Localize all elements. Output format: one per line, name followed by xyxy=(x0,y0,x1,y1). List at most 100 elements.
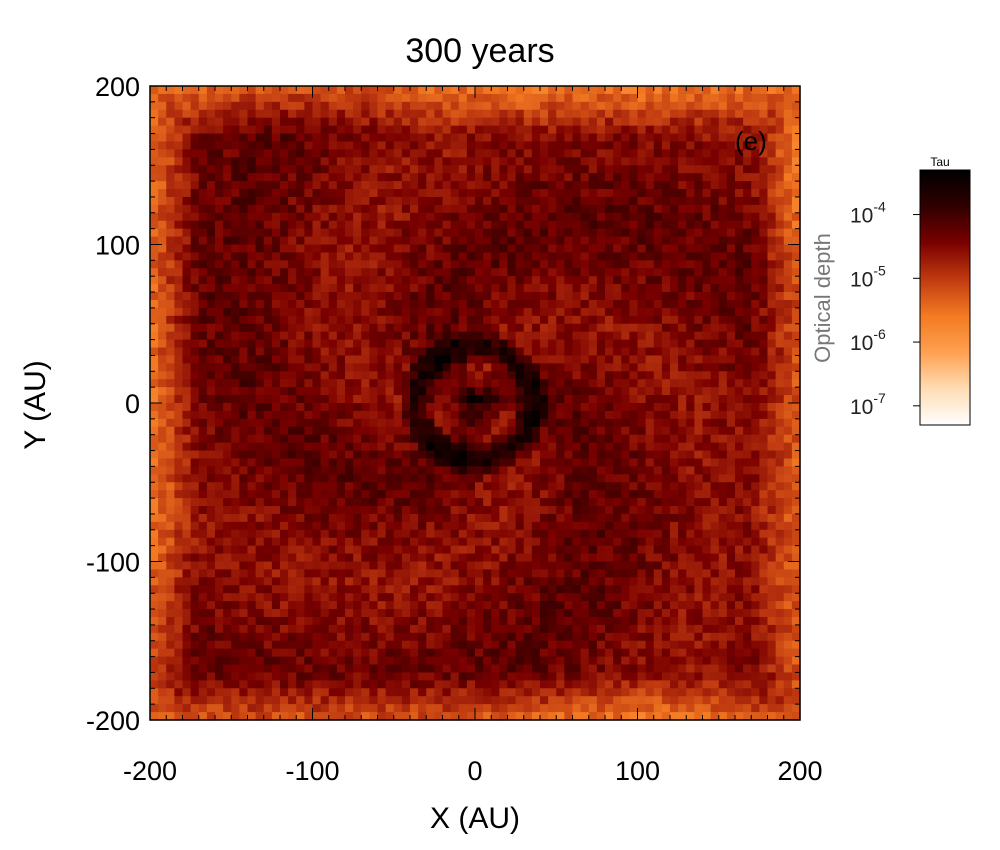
heatmap-cell xyxy=(263,268,273,277)
heatmap-cell xyxy=(450,101,460,111)
heatmap-cell xyxy=(475,236,484,246)
heatmap-cell xyxy=(247,561,257,571)
heatmap-cell xyxy=(515,513,525,523)
heatmap-cell xyxy=(475,387,484,396)
heatmap-cell xyxy=(710,363,720,372)
heatmap-cell xyxy=(580,474,590,483)
heatmap-cell xyxy=(580,498,590,507)
heatmap-cell xyxy=(206,252,216,261)
heatmap-cell xyxy=(580,537,590,547)
heatmap-cell xyxy=(670,204,679,214)
heatmap-cell xyxy=(231,165,240,174)
heatmap-cell xyxy=(296,418,305,428)
heatmap-cell xyxy=(466,513,476,523)
heatmap-cell xyxy=(345,371,354,380)
heatmap-cell xyxy=(653,371,663,380)
heatmap-cell xyxy=(401,426,411,436)
heatmap-cell xyxy=(247,490,257,499)
heatmap-cell xyxy=(361,506,370,515)
heatmap-cell xyxy=(645,244,655,254)
heatmap-cell xyxy=(434,244,444,254)
heatmap-cell xyxy=(231,331,240,341)
heatmap-cell xyxy=(320,236,330,246)
heatmap-cell xyxy=(280,323,289,333)
heatmap-cell xyxy=(507,117,517,127)
heatmap-cell xyxy=(540,403,549,412)
heatmap-cell xyxy=(280,387,289,396)
heatmap-cell xyxy=(726,474,736,483)
heatmap-cell xyxy=(174,498,184,507)
heatmap-cell xyxy=(491,244,500,254)
heatmap-cell xyxy=(629,157,639,166)
heatmap-cell xyxy=(328,268,338,277)
heatmap-cell xyxy=(775,109,785,119)
heatmap-cell xyxy=(182,133,192,143)
heatmap-cell xyxy=(556,260,565,269)
heatmap-cell xyxy=(215,474,224,483)
heatmap-cell xyxy=(150,299,159,309)
heatmap-cell xyxy=(369,363,379,372)
heatmap-cell xyxy=(393,196,403,206)
heatmap-cell xyxy=(605,434,614,444)
heatmap-cell xyxy=(320,371,330,380)
heatmap-cell xyxy=(637,553,647,563)
heatmap-cell xyxy=(369,387,379,396)
heatmap-cell xyxy=(726,506,736,515)
heatmap-cell xyxy=(377,157,387,166)
heatmap-cell xyxy=(271,561,281,571)
heatmap-cell xyxy=(515,363,525,372)
heatmap-cell xyxy=(377,165,387,174)
heatmap-cell xyxy=(580,133,590,143)
heatmap-cell xyxy=(288,434,297,444)
heatmap-cell xyxy=(605,561,614,571)
heatmap-cell xyxy=(215,450,224,460)
heatmap-cell xyxy=(759,355,769,364)
heatmap-cell xyxy=(458,513,468,523)
heatmap-cell xyxy=(223,93,232,103)
heatmap-cell xyxy=(353,149,362,158)
heatmap-cell xyxy=(694,299,704,309)
heatmap-cell xyxy=(515,299,525,309)
heatmap-cell xyxy=(735,363,744,372)
heatmap-cell xyxy=(637,529,647,539)
heatmap-cell xyxy=(556,220,565,230)
heatmap-cell xyxy=(190,529,200,539)
heatmap-cell xyxy=(369,482,379,491)
heatmap-cell xyxy=(499,181,509,190)
heatmap-cell xyxy=(320,244,330,254)
heatmap-cell xyxy=(588,220,598,230)
heatmap-cell xyxy=(645,220,655,230)
heatmap-cell xyxy=(158,260,167,269)
heatmap-cell xyxy=(751,426,760,436)
heatmap-cell xyxy=(150,141,159,150)
heatmap-cell xyxy=(255,450,265,460)
heatmap-cell xyxy=(206,418,216,428)
heatmap-cell xyxy=(418,506,427,515)
heatmap-cell xyxy=(621,292,630,301)
heatmap-cell xyxy=(507,347,517,357)
heatmap-cell xyxy=(393,165,403,174)
heatmap-cell xyxy=(458,157,468,166)
heatmap-cell xyxy=(215,181,224,190)
heatmap-cell xyxy=(369,252,379,261)
heatmap-cell xyxy=(775,212,785,222)
heatmap-cell xyxy=(556,244,565,254)
heatmap-cell xyxy=(190,577,200,586)
heatmap-cell xyxy=(572,387,582,396)
heatmap-cell xyxy=(393,252,403,261)
heatmap-cell xyxy=(377,339,387,349)
heatmap-cell xyxy=(645,252,655,261)
heatmap-cell xyxy=(751,236,760,246)
heatmap-cell xyxy=(596,506,606,515)
heatmap-cell xyxy=(540,276,549,285)
heatmap-cell xyxy=(653,569,663,578)
heatmap-cell xyxy=(328,204,338,214)
heatmap-cell xyxy=(751,149,760,158)
heatmap-cell xyxy=(418,513,427,523)
heatmap-cell xyxy=(670,276,679,285)
heatmap-cell xyxy=(385,529,395,539)
heatmap-cell xyxy=(426,545,435,555)
heatmap-cell xyxy=(775,395,785,404)
heatmap-cell xyxy=(523,355,533,364)
heatmap-cell xyxy=(491,363,500,372)
